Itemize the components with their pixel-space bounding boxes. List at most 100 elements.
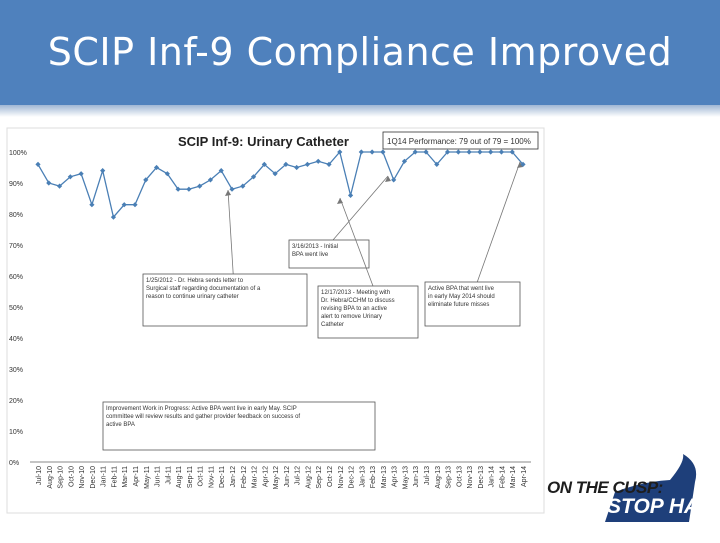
x-tick-label: Dec-10 [90, 466, 97, 489]
data-point [304, 161, 311, 167]
data-point [153, 164, 160, 171]
data-point [67, 174, 73, 180]
data-point [283, 161, 289, 167]
data-point [207, 177, 214, 183]
x-tick-label: Aug-11 [176, 466, 183, 488]
x-tick-label: Dec-12 [349, 466, 356, 489]
data-point [391, 177, 397, 183]
annotations-layer: 1/25/2012 - Dr. Hebra sends letter to Sur… [102, 161, 523, 451]
x-tick-label: Jul-12 [295, 466, 302, 485]
data-point [240, 183, 246, 189]
annotation-arrowhead [385, 176, 391, 182]
axes-layer: 0% 10% 20% 30% 40% 50% 60% 70% 80% 90% 100% Jul-10 A… [9, 150, 531, 489]
y-tick-label: 30% [9, 367, 23, 374]
logo-text-on-the-cusp: ON THE CUSP: [547, 478, 663, 497]
chart-title-layer: SCIP Inf-9: Urinary Catheter 1Q14 Perform… [178, 131, 539, 150]
x-tick-label: Apr-13 [392, 466, 399, 487]
x-tick-label: Mar-12 [252, 466, 259, 488]
y-tick-label: 50% [9, 305, 23, 312]
x-tick-label: Oct-10 [68, 466, 75, 487]
annotation-arrowhead [225, 190, 231, 196]
data-point [369, 149, 375, 155]
x-tick-label: Mar-11 [122, 466, 129, 488]
x-tick-label: Feb-14 [499, 466, 506, 488]
data-point [186, 186, 192, 192]
data-point [326, 161, 332, 167]
x-tick-label: May-13 [402, 466, 409, 489]
series-line [37, 150, 524, 219]
y-tick-label: 80% [9, 212, 23, 219]
x-tick-label: Mar-13 [381, 466, 388, 488]
annotation-box [142, 273, 308, 327]
data-point [250, 174, 257, 180]
slide-title: SCIP Inf-9 Compliance Improved [47, 30, 673, 74]
x-tick-label: Jul-13 [424, 466, 431, 485]
data-point [261, 161, 267, 167]
y-tick-label: 40% [9, 336, 23, 343]
y-tick-label: 10% [9, 429, 23, 436]
annotation-text: revising BPA to an active [321, 306, 388, 312]
chart-title: SCIP Inf-9: Urinary Catheter [178, 134, 349, 149]
x-tick-label: Jul-11 [165, 466, 172, 485]
logo-text-stop-hai: STOP HAI [607, 495, 706, 518]
data-point [35, 161, 41, 167]
x-tick-label: Sep-10 [58, 466, 65, 489]
x-tick-label: Oct-11 [198, 466, 205, 487]
data-point [121, 202, 127, 208]
x-tick-label: Sep-12 [316, 466, 323, 489]
x-tick-label: Aug-12 [305, 466, 312, 489]
data-point [110, 214, 117, 220]
annotation-text: alert to remove Urinary [321, 314, 382, 320]
x-tick-label: Jun-13 [413, 466, 420, 488]
on-the-cusp-logo: ON THE CUSP: STOP HAI [545, 452, 715, 532]
data-point [347, 192, 354, 198]
data-point [488, 149, 494, 155]
data-point [89, 202, 95, 208]
annotation-text: Surgical staff regarding documentation o… [146, 286, 261, 292]
x-tick-label: Apr-11 [133, 466, 140, 487]
annotation-text: BPA went live [292, 252, 329, 258]
annotation-text: 1/25/2012 - Dr. Hebra sends letter to [146, 278, 244, 284]
annotation-box [317, 285, 419, 339]
annotation-arrowhead [337, 198, 343, 204]
annotation-text: Improvement Work in Progress: Active BPA… [106, 406, 297, 412]
y-tick-label: 100% [9, 150, 27, 157]
annotation-arrow [476, 161, 521, 283]
data-point [315, 158, 321, 164]
annotation-arrowhead [517, 162, 523, 168]
annotation-arrow [227, 189, 234, 275]
x-tick-label: Feb-11 [111, 466, 118, 488]
data-point [455, 149, 461, 155]
annotation-box [102, 401, 376, 451]
annotation-arrow [332, 175, 389, 241]
x-tick-label: Nov-10 [79, 466, 86, 489]
x-tick-label: Sep-13 [446, 466, 453, 489]
x-tick-label: Jan-14 [489, 466, 496, 488]
y-tick-label: 0% [9, 460, 19, 467]
x-tick-label: Jul-10 [36, 466, 43, 485]
data-point [132, 202, 138, 208]
title-bar [0, 0, 720, 105]
annotation-box [424, 281, 521, 327]
x-tick-label: Aug-13 [435, 466, 442, 489]
data-point [466, 149, 472, 155]
x-tick-label: Nov-12 [338, 466, 345, 489]
data-point [229, 186, 235, 192]
data-point [520, 161, 526, 167]
x-tick-label: Apr-12 [262, 466, 269, 487]
x-tick-label: May-12 [273, 466, 280, 489]
data-point [272, 171, 278, 177]
annotation-text: reason to continue urinary catheter [146, 294, 239, 300]
x-tick-label: Nov-13 [467, 466, 474, 489]
x-tick-label: Jun-12 [284, 466, 291, 488]
x-tick-label: Feb-13 [370, 466, 377, 488]
annotation-text: 3/16/2013 - Initial [292, 244, 338, 250]
annotation-text: eliminate future misses [428, 302, 489, 308]
data-point [434, 161, 440, 167]
x-tick-label: Jan-11 [101, 466, 108, 487]
annotation-box [288, 239, 370, 269]
annotation-text: Active BPA that went live [428, 286, 495, 292]
x-tick-label: Aug-10 [47, 466, 54, 489]
x-tick-label: Mar-14 [510, 466, 517, 488]
data-point [78, 171, 84, 177]
